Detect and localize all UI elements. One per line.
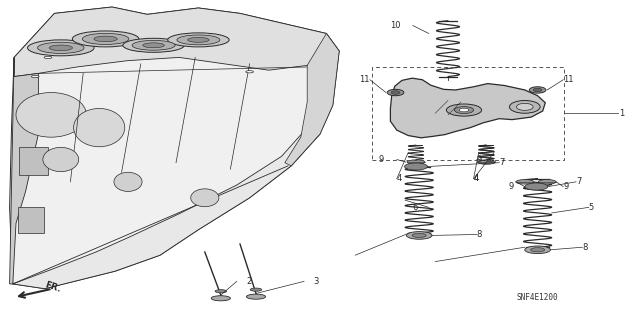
Ellipse shape xyxy=(168,33,229,47)
Ellipse shape xyxy=(43,147,79,172)
Ellipse shape xyxy=(114,172,142,191)
Text: SNF4E1200: SNF4E1200 xyxy=(516,293,559,302)
Ellipse shape xyxy=(391,91,400,94)
Text: 7: 7 xyxy=(499,158,504,167)
Text: 3: 3 xyxy=(314,277,319,286)
Ellipse shape xyxy=(94,36,117,42)
Ellipse shape xyxy=(44,56,52,59)
Ellipse shape xyxy=(31,76,39,78)
Text: 4: 4 xyxy=(474,174,479,183)
Text: 5: 5 xyxy=(589,203,594,212)
Ellipse shape xyxy=(477,160,495,164)
Ellipse shape xyxy=(49,45,72,51)
Text: 8: 8 xyxy=(582,243,588,252)
Ellipse shape xyxy=(28,40,94,56)
Text: 4: 4 xyxy=(474,174,479,183)
Ellipse shape xyxy=(509,100,540,113)
Text: 11: 11 xyxy=(563,75,573,84)
Text: 9: 9 xyxy=(379,155,384,164)
Ellipse shape xyxy=(211,296,230,301)
Ellipse shape xyxy=(538,180,556,184)
Ellipse shape xyxy=(454,107,474,114)
Text: 8: 8 xyxy=(477,230,482,239)
Ellipse shape xyxy=(246,294,266,299)
Text: 7: 7 xyxy=(576,177,581,186)
Ellipse shape xyxy=(407,160,425,164)
Ellipse shape xyxy=(250,288,262,291)
Text: 9: 9 xyxy=(477,155,482,164)
Polygon shape xyxy=(10,57,38,284)
Text: 2: 2 xyxy=(246,277,252,286)
Ellipse shape xyxy=(38,42,84,54)
Ellipse shape xyxy=(74,108,125,147)
Ellipse shape xyxy=(404,163,428,170)
Text: 9: 9 xyxy=(563,182,568,191)
Ellipse shape xyxy=(123,38,184,52)
Ellipse shape xyxy=(143,43,164,48)
Bar xyxy=(19,147,48,175)
Ellipse shape xyxy=(531,248,545,252)
Polygon shape xyxy=(285,33,339,166)
Bar xyxy=(372,67,564,160)
Text: 4: 4 xyxy=(397,174,402,183)
Ellipse shape xyxy=(460,108,468,112)
Polygon shape xyxy=(13,128,320,289)
Ellipse shape xyxy=(177,35,220,45)
Ellipse shape xyxy=(525,183,548,190)
Ellipse shape xyxy=(525,246,550,254)
Ellipse shape xyxy=(412,233,426,238)
Ellipse shape xyxy=(529,87,546,93)
Ellipse shape xyxy=(191,189,219,207)
Polygon shape xyxy=(14,7,339,77)
Text: 1: 1 xyxy=(620,109,625,118)
Ellipse shape xyxy=(83,33,129,44)
Ellipse shape xyxy=(516,180,534,184)
Ellipse shape xyxy=(516,103,533,110)
Ellipse shape xyxy=(533,88,542,92)
Text: 11: 11 xyxy=(360,75,370,84)
Polygon shape xyxy=(10,7,339,289)
Ellipse shape xyxy=(132,41,175,50)
Ellipse shape xyxy=(406,232,432,239)
Text: 10: 10 xyxy=(390,21,400,30)
Text: 9: 9 xyxy=(508,182,513,191)
Text: FR.: FR. xyxy=(44,280,62,294)
Text: 6: 6 xyxy=(412,203,417,212)
Ellipse shape xyxy=(215,290,227,293)
Ellipse shape xyxy=(72,31,139,47)
Ellipse shape xyxy=(16,93,86,137)
Ellipse shape xyxy=(246,71,253,73)
Ellipse shape xyxy=(387,89,404,96)
Bar xyxy=(18,207,44,233)
Ellipse shape xyxy=(188,37,209,42)
Ellipse shape xyxy=(447,104,482,116)
Polygon shape xyxy=(390,78,545,138)
